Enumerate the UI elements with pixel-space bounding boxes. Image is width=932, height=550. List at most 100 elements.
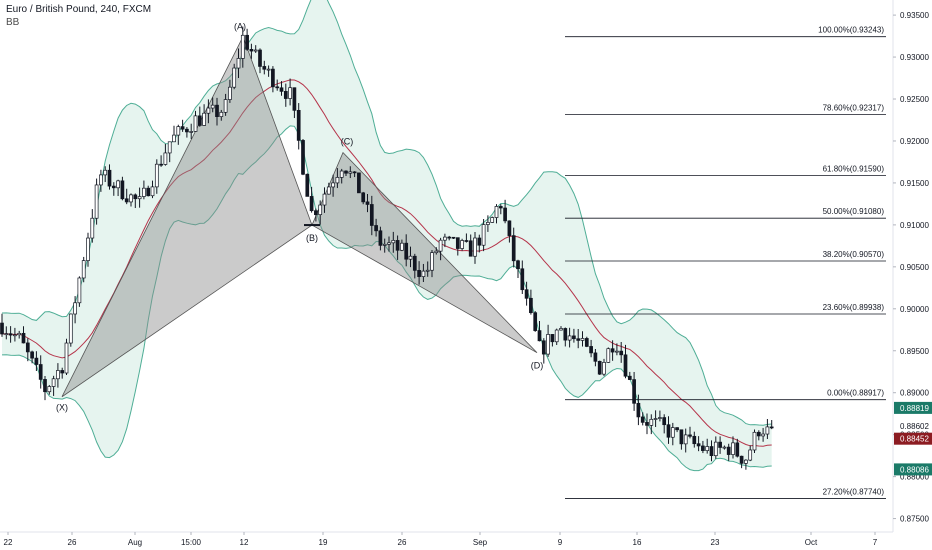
candle-body-down — [258, 49, 262, 67]
candle-body-down — [593, 352, 598, 362]
candle-body-down — [726, 446, 731, 455]
candlestick-series — [0, 26, 774, 470]
candle — [400, 239, 404, 252]
chart-title: Euro / British Pound, 240, FXCM — [6, 4, 152, 15]
candle-body-down — [718, 441, 722, 448]
candle — [430, 249, 434, 278]
candle-body-up — [81, 260, 86, 279]
candle-body-down — [520, 268, 525, 291]
candle-body-up — [348, 171, 353, 174]
candle-body-down — [369, 204, 374, 226]
candle-body-up — [658, 417, 662, 419]
candle — [197, 106, 202, 127]
candle — [21, 326, 26, 344]
candle-body-up — [253, 49, 258, 52]
candle — [344, 170, 348, 176]
candle-body-up — [73, 302, 77, 315]
candle — [60, 367, 65, 379]
pattern-point-label: (X) — [56, 403, 68, 413]
candle-body-down — [533, 312, 538, 331]
candle-body-down — [344, 170, 348, 174]
candle — [769, 420, 774, 430]
price-label-text: 0.88086 — [900, 465, 929, 474]
candle-body-down — [30, 351, 34, 359]
candle — [111, 182, 116, 196]
candle-body-up — [670, 427, 675, 438]
candle-body-down — [417, 270, 421, 277]
candle-body-down — [576, 338, 581, 341]
candle — [713, 436, 718, 459]
candle-body-down — [769, 426, 774, 429]
candle — [258, 48, 262, 74]
candle — [447, 235, 452, 241]
candle-body-down — [537, 330, 542, 342]
candle-body-down — [645, 422, 649, 426]
candle-body-down — [283, 91, 288, 99]
candle — [0, 313, 4, 337]
candle — [374, 218, 378, 237]
candle-body-up — [189, 131, 194, 133]
fib-level-label: 38.20%(0.90570) — [823, 250, 885, 259]
candle-body-down — [120, 180, 125, 200]
candle — [137, 187, 142, 208]
price-label-box — [894, 432, 932, 445]
candle-body-up — [761, 433, 765, 437]
candle — [464, 233, 469, 243]
candle-body-down — [735, 442, 740, 457]
candle — [378, 226, 383, 251]
candle-body-up — [546, 334, 550, 355]
candle — [266, 65, 271, 77]
candle-body-up — [567, 335, 572, 341]
price-tick-label: 0.89000 — [900, 389, 929, 398]
candle — [90, 209, 95, 243]
candle-body-down — [0, 322, 4, 335]
candle-body-down — [124, 198, 129, 203]
candle — [645, 413, 649, 435]
time-tick-label: Sep — [473, 538, 488, 547]
candle — [352, 171, 357, 178]
candle-body-up — [228, 86, 232, 100]
candle — [524, 281, 529, 306]
bb-upper-band — [1, 0, 772, 426]
candle — [262, 60, 267, 75]
candle-body-down — [352, 171, 357, 174]
candle-body-down — [34, 357, 39, 365]
candle-body-up — [17, 332, 22, 336]
candle-body-up — [326, 186, 331, 195]
candle-body-up — [142, 187, 146, 197]
candle — [425, 261, 430, 277]
candle — [546, 324, 550, 357]
candle — [167, 141, 172, 163]
candle — [559, 326, 563, 331]
candle-body-up — [154, 163, 159, 188]
price-tick-label: 0.93000 — [900, 53, 929, 62]
time-tick-label: 22 — [4, 538, 13, 547]
candle-body-down — [675, 427, 679, 431]
price-tick-label: 0.92000 — [900, 137, 929, 146]
candle — [623, 344, 628, 379]
candle-body-up — [236, 58, 241, 69]
candle — [64, 338, 69, 375]
indicator-label-bb[interactable]: BB — [6, 17, 20, 28]
candle-body-up — [56, 370, 60, 380]
candle-body-up — [421, 270, 426, 277]
candle-body-down — [60, 370, 65, 374]
candle-body-up — [86, 237, 90, 261]
candle-body-down — [688, 434, 692, 437]
candle — [185, 127, 189, 138]
time-axis[interactable]: 22 26 Aug 15:00 12 19 26 Sep 9 16 23 Oct 7 — [0, 531, 893, 547]
candle — [17, 330, 22, 339]
candle — [391, 231, 396, 253]
price-axis[interactable]: 0.875000.880000.885000.890000.895000.900… — [892, 0, 932, 532]
candle — [761, 427, 765, 442]
candle-body-down — [185, 128, 189, 133]
candle-body-down — [159, 163, 163, 166]
candle-body-down — [451, 236, 456, 239]
candle — [404, 234, 409, 267]
candle-body-down — [357, 172, 361, 194]
candle — [296, 103, 301, 150]
candle — [395, 235, 400, 260]
candle — [219, 109, 224, 121]
price-tick-label: 0.89500 — [900, 347, 929, 356]
